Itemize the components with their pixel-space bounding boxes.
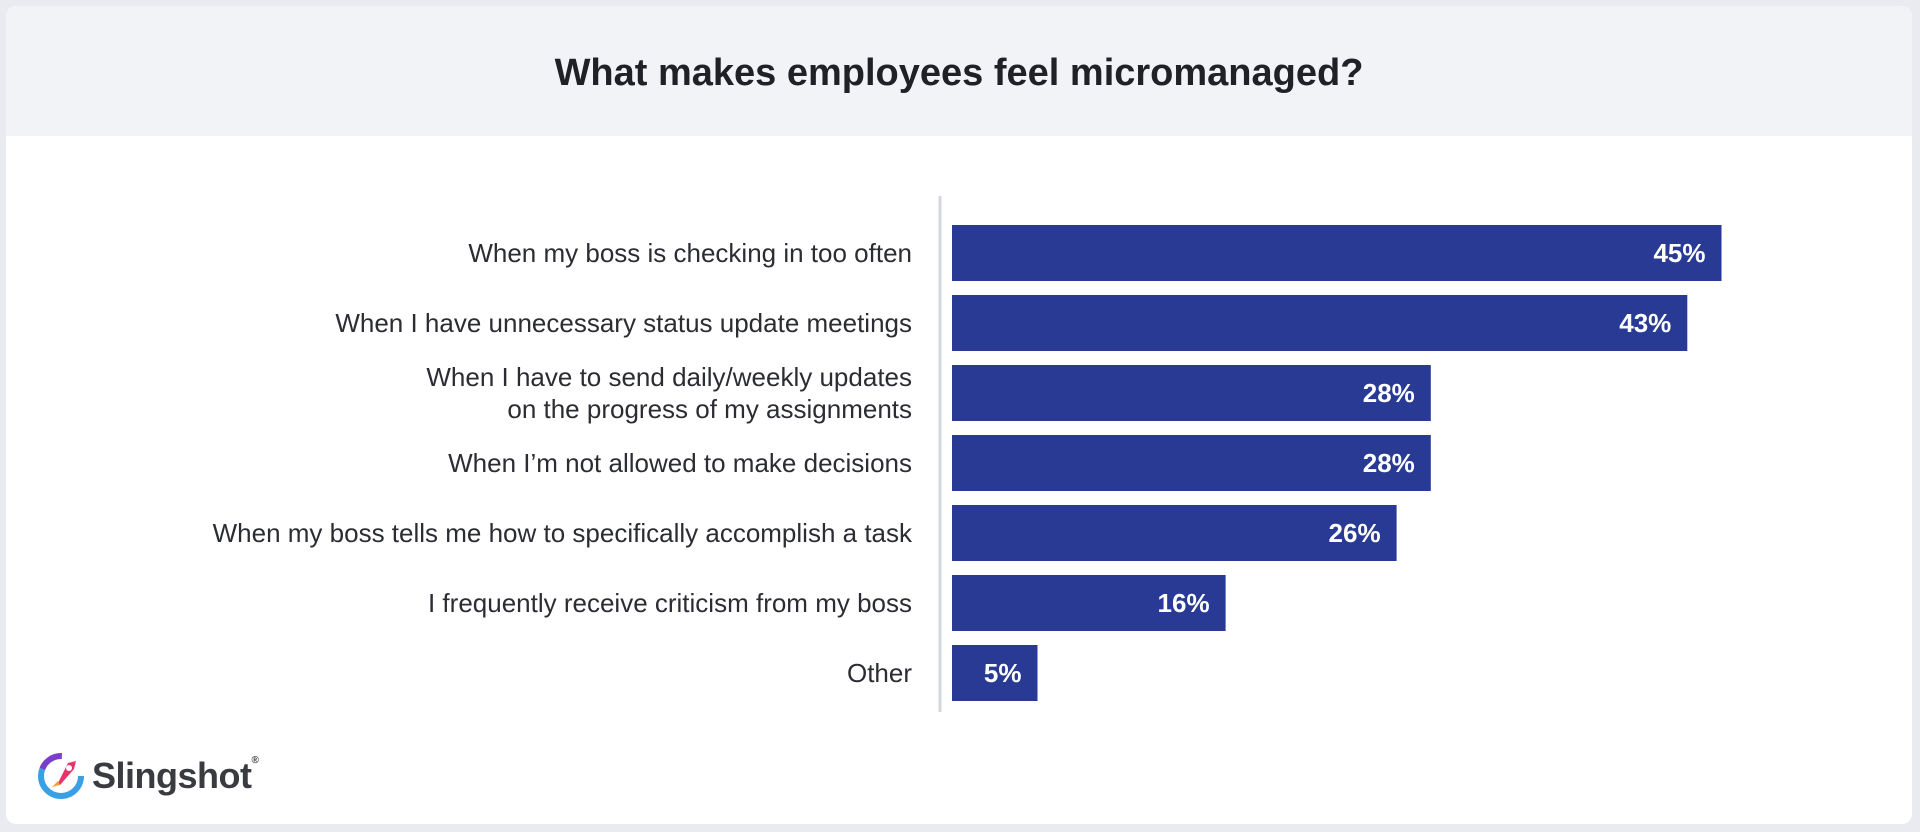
category-label-2-line-0: When I have to send daily/weekly updates bbox=[426, 362, 912, 392]
bar-2 bbox=[952, 365, 1431, 421]
value-label-3: 28% bbox=[1363, 448, 1415, 478]
value-label-6: 5% bbox=[984, 658, 1022, 688]
logo-wordmark: Slingshot® bbox=[92, 755, 259, 796]
category-label-0: When my boss is checking in too often bbox=[468, 238, 912, 268]
chart-card: What makes employees feel micromanaged? … bbox=[6, 6, 1912, 824]
slingshot-logo: Slingshot® bbox=[38, 752, 259, 800]
value-label-2: 28% bbox=[1363, 378, 1415, 408]
value-label-0: 45% bbox=[1653, 238, 1705, 268]
bar-4 bbox=[952, 505, 1397, 561]
category-label-1: When I have unnecessary status update me… bbox=[335, 308, 912, 338]
chart-header: What makes employees feel micromanaged? bbox=[6, 6, 1912, 136]
bar-6 bbox=[952, 645, 1038, 701]
bar-3 bbox=[952, 435, 1431, 491]
category-label-3: When I’m not allowed to make decisions bbox=[448, 448, 912, 478]
bar-chart: 45% When my boss is checking in too often… bbox=[213, 196, 1722, 712]
value-label-1: 43% bbox=[1619, 308, 1671, 338]
category-label-2-line-1: on the progress of my assignments bbox=[507, 394, 912, 424]
bar-5 bbox=[952, 575, 1226, 631]
value-label-5: 16% bbox=[1158, 588, 1210, 618]
category-label-4: When my boss tells me how to specificall… bbox=[213, 518, 913, 548]
bar-0 bbox=[952, 225, 1722, 281]
value-label-4: 26% bbox=[1329, 518, 1381, 548]
category-label-6: Other bbox=[847, 658, 912, 688]
bar-1 bbox=[952, 295, 1688, 351]
page-title: What makes employees feel micromanaged? bbox=[554, 52, 1364, 94]
rocket-logo-icon bbox=[38, 753, 84, 799]
category-label-5: I frequently receive criticism from my b… bbox=[428, 588, 912, 618]
